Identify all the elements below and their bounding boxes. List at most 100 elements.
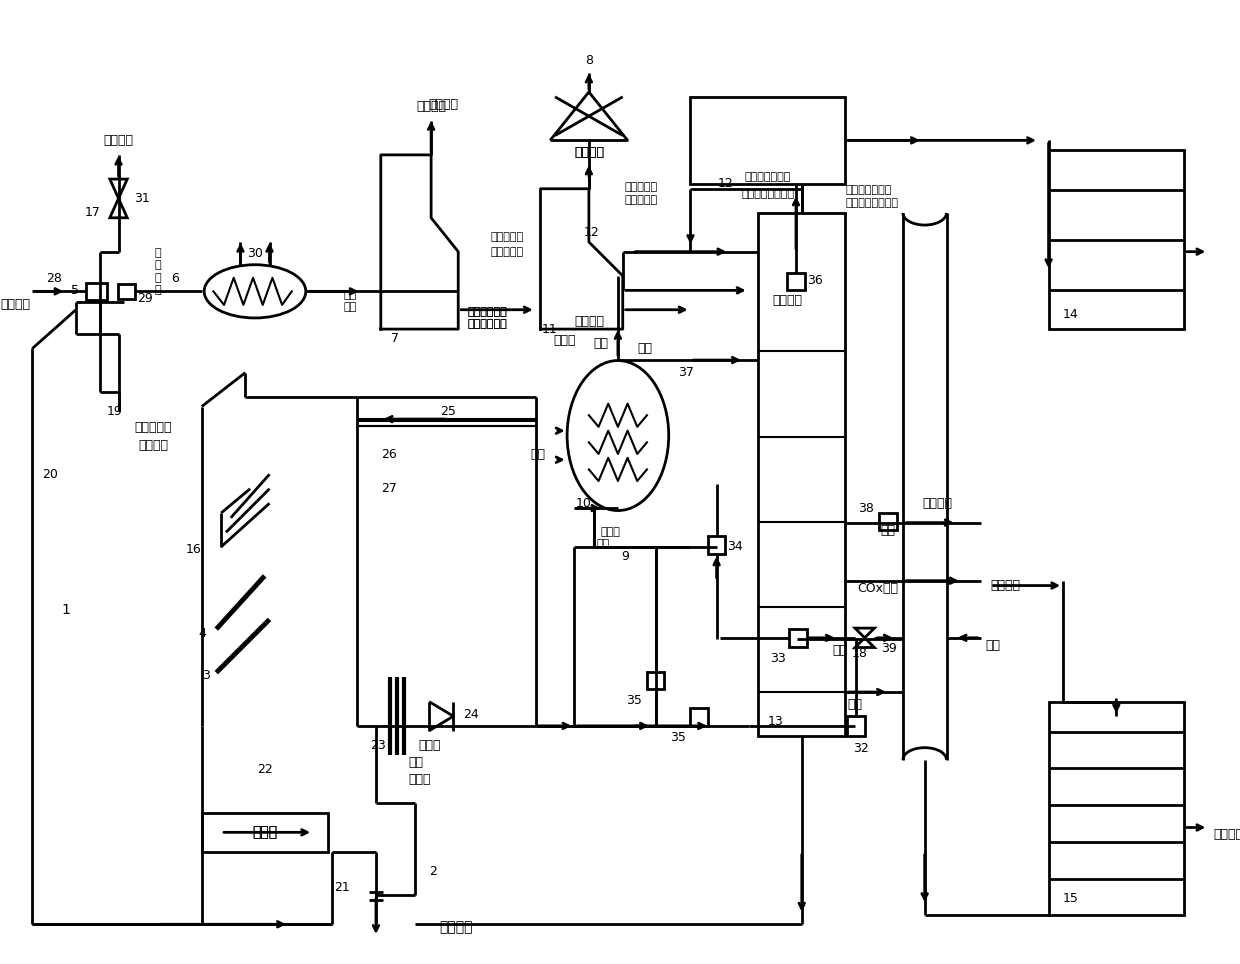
Text: 贫氧: 贫氧 bbox=[343, 302, 356, 311]
Text: 丙烯: 丙烯 bbox=[880, 523, 895, 537]
Polygon shape bbox=[856, 629, 874, 638]
Text: 去除固体颗粒: 去除固体颗粒 bbox=[467, 319, 507, 330]
Text: 氧: 氧 bbox=[155, 273, 161, 282]
Text: 35: 35 bbox=[670, 731, 686, 744]
Text: 含氧气体: 含氧气体 bbox=[103, 134, 134, 147]
Text: 丙烷: 丙烷 bbox=[847, 698, 863, 711]
Text: 去除水蒸气: 去除水蒸气 bbox=[625, 196, 657, 205]
Bar bbox=[787, 273, 805, 290]
Text: 贫氧气体: 贫氧气体 bbox=[439, 921, 472, 934]
Text: 5: 5 bbox=[71, 283, 79, 297]
Text: 24: 24 bbox=[463, 708, 479, 721]
Text: 14: 14 bbox=[1063, 308, 1079, 321]
Text: 混合物: 混合物 bbox=[252, 825, 278, 840]
Text: 混合气: 混合气 bbox=[600, 527, 620, 537]
Text: 后的贫氧气体: 后的贫氧气体 bbox=[467, 307, 507, 316]
Text: 丙烷: 丙烷 bbox=[986, 639, 1001, 652]
Text: 载氧体: 载氧体 bbox=[408, 772, 430, 786]
Text: 39: 39 bbox=[880, 642, 897, 655]
Text: 16: 16 bbox=[186, 544, 202, 556]
Text: 13: 13 bbox=[768, 714, 784, 728]
Text: 混合气: 混合气 bbox=[418, 738, 440, 752]
Polygon shape bbox=[856, 638, 874, 648]
Bar bbox=[691, 709, 708, 726]
Bar bbox=[847, 716, 864, 736]
Text: 31: 31 bbox=[134, 192, 150, 205]
Text: 26: 26 bbox=[381, 448, 397, 462]
Text: 32: 32 bbox=[853, 741, 869, 755]
Text: 28: 28 bbox=[46, 272, 62, 285]
Text: 体: 体 bbox=[155, 248, 161, 257]
Text: 22: 22 bbox=[257, 763, 273, 776]
Text: 17: 17 bbox=[84, 206, 100, 220]
Polygon shape bbox=[110, 179, 128, 199]
Text: 固体颗粒: 固体颗粒 bbox=[417, 100, 446, 113]
Text: 化工合成: 化工合成 bbox=[773, 294, 802, 307]
Text: 3: 3 bbox=[202, 669, 210, 683]
Text: 颗粒: 颗粒 bbox=[408, 756, 423, 769]
Text: 后的混合气: 后的混合气 bbox=[625, 182, 657, 192]
Text: 38: 38 bbox=[858, 501, 874, 515]
Text: 后的混合气: 后的混合气 bbox=[490, 232, 523, 242]
Text: 18: 18 bbox=[852, 647, 868, 659]
Text: 19: 19 bbox=[107, 405, 123, 417]
Text: 丙烷: 丙烷 bbox=[832, 644, 847, 656]
Bar bbox=[1049, 150, 1184, 329]
Text: 丙烷: 丙烷 bbox=[531, 448, 546, 462]
Text: 丙烷: 丙烷 bbox=[637, 342, 652, 355]
Text: 4: 4 bbox=[198, 628, 207, 640]
Bar bbox=[118, 283, 135, 299]
Text: 2: 2 bbox=[429, 865, 436, 877]
Text: 37: 37 bbox=[678, 366, 693, 379]
Text: 12: 12 bbox=[718, 177, 733, 191]
Polygon shape bbox=[110, 199, 128, 218]
Bar bbox=[202, 813, 327, 852]
Text: 21: 21 bbox=[334, 881, 350, 894]
Text: 气体: 气体 bbox=[343, 290, 356, 300]
Bar bbox=[758, 213, 846, 736]
Bar bbox=[86, 282, 107, 300]
Text: 化工合成: 化工合成 bbox=[1213, 828, 1240, 841]
Text: 化工合成: 化工合成 bbox=[923, 496, 952, 510]
Text: 载氧体颗粒: 载氧体颗粒 bbox=[135, 421, 172, 435]
Text: 15: 15 bbox=[1063, 892, 1079, 904]
Text: 11: 11 bbox=[541, 323, 557, 335]
Text: 固体颗粒: 固体颗粒 bbox=[574, 315, 604, 328]
Text: COx气体: COx气体 bbox=[858, 582, 899, 595]
Text: 34: 34 bbox=[728, 541, 743, 553]
Text: 气: 气 bbox=[155, 260, 161, 270]
Text: 7: 7 bbox=[392, 333, 399, 345]
Text: 25: 25 bbox=[440, 405, 456, 417]
Bar bbox=[691, 96, 846, 184]
Text: 6: 6 bbox=[171, 272, 179, 285]
Text: 30: 30 bbox=[247, 247, 263, 260]
Text: 固体颗粒: 固体颗粒 bbox=[574, 147, 604, 159]
Text: 36: 36 bbox=[807, 274, 822, 287]
Text: 颗粒后的混合气: 颗粒后的混合气 bbox=[846, 185, 892, 195]
Bar bbox=[708, 536, 725, 553]
Text: 颗粒后的混合气: 颗粒后的混合气 bbox=[745, 173, 791, 182]
Bar bbox=[879, 513, 897, 530]
Text: 贫: 贫 bbox=[155, 285, 161, 295]
Text: 35: 35 bbox=[626, 694, 642, 708]
Text: 去除水蒸气: 去除水蒸气 bbox=[490, 247, 523, 256]
Text: 12: 12 bbox=[584, 226, 600, 239]
Ellipse shape bbox=[567, 361, 668, 511]
Text: 1: 1 bbox=[62, 602, 71, 617]
Bar bbox=[647, 672, 665, 689]
Ellipse shape bbox=[205, 265, 306, 318]
Text: 27: 27 bbox=[381, 482, 397, 495]
Text: 29: 29 bbox=[136, 292, 153, 305]
Text: 丙烷: 丙烷 bbox=[596, 539, 610, 549]
Text: 23: 23 bbox=[370, 738, 386, 752]
Text: 含氧气体: 含氧气体 bbox=[0, 299, 31, 311]
Text: 去除水蒸气和固体: 去除水蒸气和固体 bbox=[742, 189, 795, 199]
Text: 混合物: 混合物 bbox=[252, 825, 278, 840]
Text: 9: 9 bbox=[621, 550, 630, 563]
Text: 8: 8 bbox=[585, 54, 593, 67]
Text: 10: 10 bbox=[575, 496, 591, 510]
Text: 混合气: 混合气 bbox=[553, 335, 575, 347]
Text: 后的贫氧气体: 后的贫氧气体 bbox=[467, 307, 507, 316]
Text: 33: 33 bbox=[770, 652, 785, 664]
Text: 化工合成: 化工合成 bbox=[991, 579, 1021, 592]
